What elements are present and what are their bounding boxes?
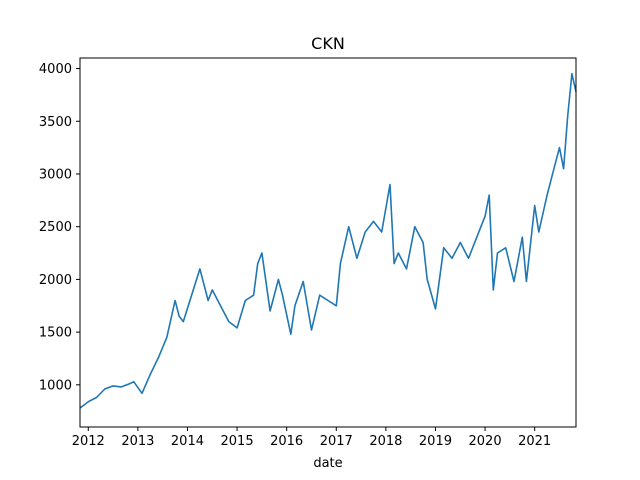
x-tick-label: 2014 (171, 434, 204, 449)
x-tick-label: 2013 (121, 434, 154, 449)
plot-frame (79, 57, 577, 428)
y-tick-label: 2500 (39, 220, 72, 235)
x-tick-label: 2017 (320, 434, 353, 449)
y-tick-label: 3000 (39, 167, 72, 182)
x-tick-label: 2016 (270, 434, 303, 449)
x-axis: 2012 2013 2014 2015 2016 2017 2018 2019 2020 2021 (72, 427, 551, 449)
y-tick-label: 1500 (39, 326, 72, 341)
y-tick-label: 4000 (39, 62, 72, 77)
plot-area (79, 57, 577, 428)
chart-title: CKN (311, 34, 345, 53)
x-tick-label: 2019 (419, 434, 452, 449)
x-tick-label: 2018 (369, 434, 402, 449)
x-axis-label: date (313, 456, 342, 471)
x-tick-label: 2020 (469, 434, 502, 449)
x-tick-label: 2015 (221, 434, 254, 449)
series-line (79, 73, 577, 409)
x-tick-label: 2021 (518, 434, 551, 449)
y-tick-label: 2000 (39, 273, 72, 288)
y-tick-label: 1000 (39, 378, 72, 393)
y-axis: 1000 1500 2000 2500 3000 3500 4000 (39, 62, 80, 393)
x-tick-label: 2012 (72, 434, 105, 449)
y-tick-label: 3500 (39, 115, 72, 130)
